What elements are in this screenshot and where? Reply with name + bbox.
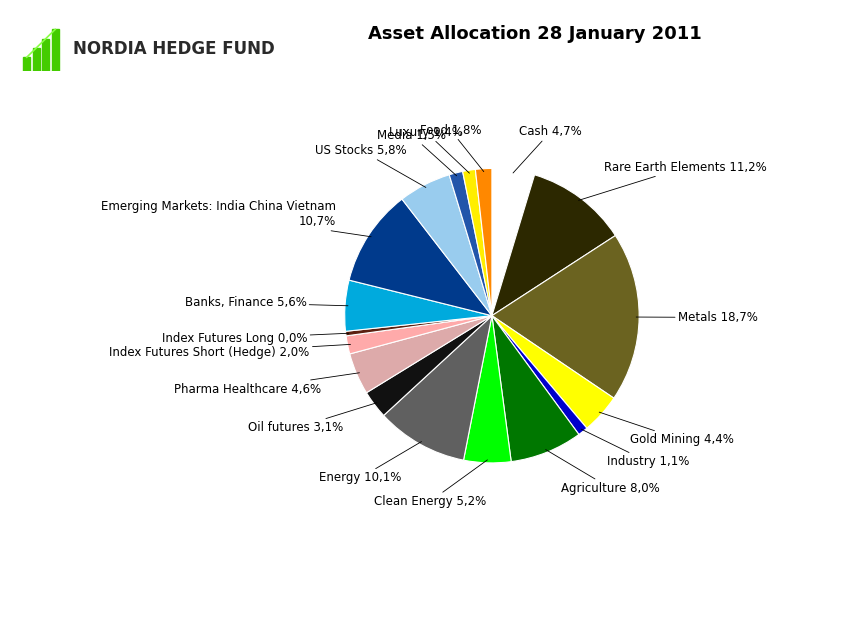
- Text: Clean Energy 5,2%: Clean Energy 5,2%: [374, 460, 488, 508]
- Text: Index Futures Short (Hedge) 2,0%: Index Futures Short (Hedge) 2,0%: [110, 344, 350, 359]
- Text: Index Futures Long 0,0%: Index Futures Long 0,0%: [162, 332, 349, 345]
- Wedge shape: [463, 170, 492, 316]
- Text: Banks, Finance 5,6%: Banks, Finance 5,6%: [185, 297, 348, 310]
- Text: Luxury 1,4%: Luxury 1,4%: [389, 126, 469, 173]
- Wedge shape: [349, 199, 492, 316]
- Wedge shape: [346, 316, 492, 354]
- Wedge shape: [492, 236, 639, 398]
- Text: Metals 18,7%: Metals 18,7%: [636, 311, 758, 324]
- Bar: [42, 38, 49, 71]
- Bar: [52, 29, 59, 71]
- Wedge shape: [344, 280, 492, 331]
- Bar: [33, 48, 40, 71]
- Text: US Stocks 5,8%: US Stocks 5,8%: [315, 144, 425, 188]
- Wedge shape: [492, 168, 534, 316]
- Wedge shape: [463, 316, 511, 463]
- Text: Emerging Markets: India China Vietnam
10,7%: Emerging Markets: India China Vietnam 10…: [101, 200, 371, 236]
- Text: Oil futures 3,1%: Oil futures 3,1%: [249, 403, 377, 435]
- Wedge shape: [450, 171, 492, 316]
- Text: Pharma Healthcare 4,6%: Pharma Healthcare 4,6%: [174, 373, 359, 396]
- Wedge shape: [492, 316, 587, 435]
- Wedge shape: [402, 175, 492, 316]
- Text: Food 1,8%: Food 1,8%: [420, 124, 484, 171]
- Text: Agriculture 8,0%: Agriculture 8,0%: [545, 449, 660, 495]
- Text: Gold Mining 4,4%: Gold Mining 4,4%: [599, 412, 734, 446]
- Text: Rare Earth Elements 11,2%: Rare Earth Elements 11,2%: [578, 160, 766, 201]
- Wedge shape: [350, 316, 492, 392]
- Wedge shape: [367, 316, 492, 415]
- Text: Asset Allocation 28 January 2011: Asset Allocation 28 January 2011: [369, 25, 702, 43]
- Text: NORDIA HEDGE FUND: NORDIA HEDGE FUND: [73, 40, 275, 58]
- Text: Industry 1,1%: Industry 1,1%: [581, 429, 690, 469]
- Wedge shape: [492, 316, 579, 462]
- Wedge shape: [384, 316, 492, 460]
- Text: Cash 4,7%: Cash 4,7%: [513, 125, 582, 173]
- Wedge shape: [492, 316, 614, 428]
- Wedge shape: [345, 316, 492, 336]
- Text: Media 1,5%: Media 1,5%: [377, 129, 457, 176]
- Wedge shape: [476, 168, 492, 316]
- Text: Energy 10,1%: Energy 10,1%: [318, 441, 421, 485]
- Wedge shape: [492, 175, 615, 316]
- Bar: [23, 57, 30, 71]
